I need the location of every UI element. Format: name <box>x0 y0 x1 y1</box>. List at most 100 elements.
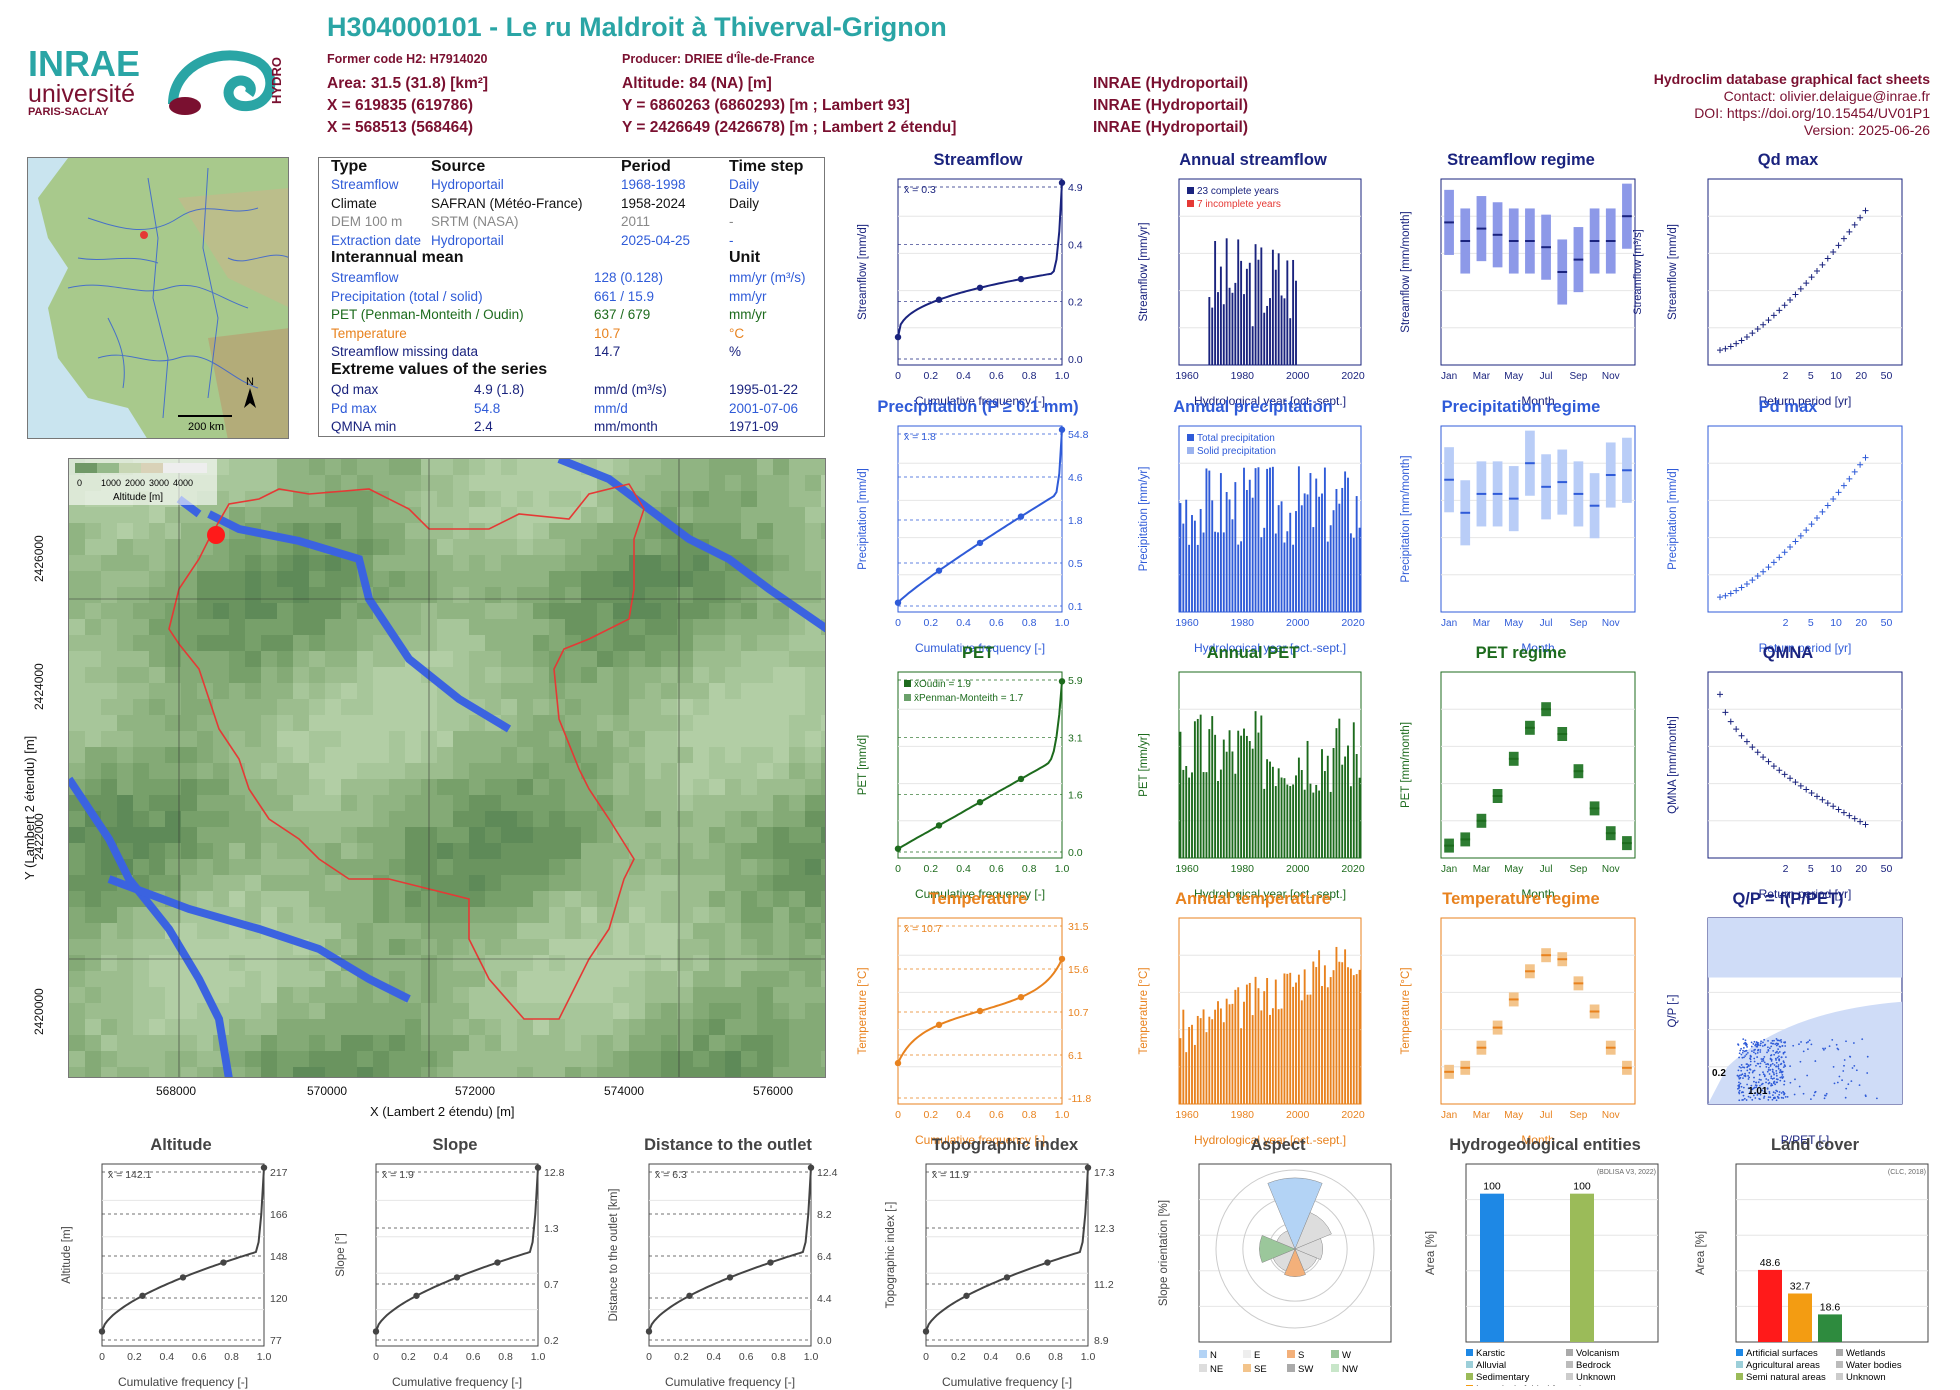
bar <box>1300 1000 1303 1104</box>
qp-point <box>1740 1091 1743 1094</box>
legend-swatch <box>904 694 911 701</box>
bar <box>1312 527 1315 612</box>
bar <box>1280 295 1283 365</box>
qp-point <box>1777 1065 1780 1068</box>
qp-point <box>1781 1074 1784 1076</box>
return-period-point <box>1722 345 1729 352</box>
qp-point <box>1771 1042 1774 1045</box>
qp-point <box>1794 1078 1796 1081</box>
qp-point <box>1798 1085 1801 1088</box>
cdf-line <box>897 182 1063 338</box>
qp-point <box>1754 1052 1757 1055</box>
qp-point <box>1775 1069 1778 1072</box>
cdf-line <box>897 681 1063 850</box>
bar <box>1243 1001 1245 1104</box>
chart-title: Annual streamflow <box>1179 151 1327 169</box>
qp-point <box>1744 1039 1747 1042</box>
bar <box>1217 1001 1219 1104</box>
qp-point <box>1861 1038 1864 1041</box>
qp-point <box>1858 1084 1861 1087</box>
altitude-info: Altitude: 84 (NA) [m] <box>622 75 772 92</box>
qp-point <box>1743 1056 1745 1059</box>
qp-point <box>1782 1052 1785 1055</box>
table-header: Time step <box>729 158 804 175</box>
chart-label: Month <box>1521 641 1554 655</box>
chart-label: Altitude [m] <box>61 1226 73 1284</box>
catchment-map: 0 1000 2000 3000 4000 Altitude [m] <box>68 458 826 1078</box>
return-period-point <box>1738 337 1745 344</box>
bar <box>1245 268 1248 365</box>
chart-title: Precipitation (P ≥ 0.1 mm) <box>877 398 1079 416</box>
x-tick: 1980 <box>1231 370 1255 382</box>
x-tick: 1960 <box>1175 370 1199 382</box>
x-tick: 0.6 <box>989 617 1004 629</box>
bar <box>1231 519 1234 612</box>
qp-point <box>1800 1041 1802 1043</box>
qp-point <box>1746 1083 1749 1086</box>
extreme-cell: mm/d (m³/s) <box>594 382 667 397</box>
chart-label: Agricultural areas <box>1746 1360 1820 1371</box>
quantile-point <box>922 1328 930 1335</box>
x-tick: 0.6 <box>1016 1351 1031 1363</box>
chart-label: 8.9 <box>1094 1335 1109 1347</box>
qp-point <box>1784 1065 1787 1068</box>
bar <box>1222 739 1225 858</box>
qp-point <box>1736 1074 1739 1077</box>
x-tick: 2000 <box>1286 863 1310 875</box>
table-cell: - <box>729 232 734 248</box>
bar <box>1191 772 1193 858</box>
bar <box>1208 297 1211 365</box>
bar <box>1240 260 1243 365</box>
qp-point <box>1749 1068 1752 1071</box>
qp-point <box>1754 1092 1757 1094</box>
legend-swatch <box>1836 1361 1843 1368</box>
qp-point <box>1768 1091 1771 1093</box>
bar <box>1344 949 1347 1104</box>
bar <box>1292 544 1295 612</box>
chart-label: Water bodies <box>1846 1360 1902 1371</box>
qp-point <box>1755 1081 1758 1084</box>
quantile-point <box>1017 275 1025 283</box>
chart-label: 0.4 <box>1068 239 1083 251</box>
qp-point <box>1784 1095 1787 1098</box>
extreme-cell: 4.9 (1.8) <box>474 382 525 397</box>
bar <box>1315 478 1318 612</box>
table-cell: 2011 <box>621 214 651 229</box>
extreme-cell: Qd max <box>331 382 379 397</box>
return-period-point <box>1803 280 1810 287</box>
interannual-cell: Streamflow missing data <box>331 344 479 359</box>
interannual-cell: 14.7 <box>594 344 621 359</box>
chart-label: Area [%] <box>1695 1231 1707 1275</box>
return-period-point <box>1862 454 1869 461</box>
bar <box>1251 497 1254 612</box>
cdf-line <box>648 1167 812 1332</box>
plot-frame <box>1707 178 1903 366</box>
table-cell: DEM 100 m <box>331 214 403 229</box>
chart-label: Q/P [-] <box>1667 994 1679 1027</box>
qp-point <box>1824 1047 1827 1050</box>
chart-label: May <box>1504 371 1523 382</box>
return-period-point <box>1749 330 1756 337</box>
legend-swatch <box>1836 1349 1843 1356</box>
chart-label: Slope [°] <box>335 1233 347 1277</box>
chart-hydrogeo: Area [%] 100 100 (BDLISA V3, 2022) Karstic Vo… <box>1425 1163 1659 1386</box>
x-lambert93: X = 619835 (619786) <box>327 97 474 114</box>
quantile-point <box>1058 955 1066 963</box>
bar <box>1240 735 1243 858</box>
qp-point <box>1765 1065 1768 1068</box>
chart-label: Unknown <box>1576 1372 1616 1383</box>
bar <box>1358 527 1361 612</box>
chart-label: 10 <box>1830 863 1842 875</box>
river <box>107 875 411 1003</box>
qp-point <box>1771 1084 1774 1087</box>
interannual-cell: % <box>729 344 742 359</box>
bar <box>1303 789 1306 858</box>
chart-title: Temperature <box>928 890 1028 908</box>
bar <box>1228 499 1231 612</box>
bar <box>1341 962 1344 1104</box>
qp-point <box>1823 1097 1826 1100</box>
qp-point <box>1773 1039 1775 1042</box>
qp-point <box>1745 1063 1748 1066</box>
qp-point <box>1778 1058 1781 1061</box>
bar <box>1248 982 1251 1104</box>
